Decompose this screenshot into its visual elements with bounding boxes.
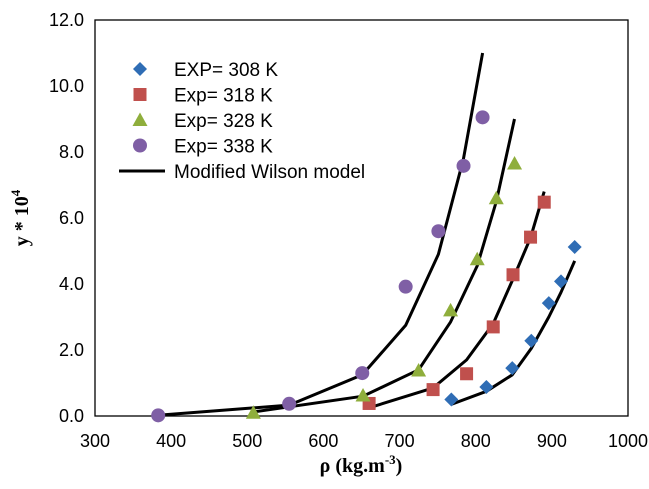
data-point-s0-6 [568, 240, 582, 254]
legend: EXP= 308 K Exp= 318 K Exp= 328 K Exp= 338 K… [119, 60, 365, 183]
data-point-s3-4 [431, 224, 445, 238]
y-tick-label-3: 6.0 [59, 208, 84, 228]
data-point-s0-2 [505, 361, 519, 375]
legend-label-0: EXP= 308 K [174, 60, 278, 81]
y-axis-title: y * 104 [8, 189, 33, 246]
legend-marker-3 [133, 139, 147, 153]
data-point-s3-3 [399, 280, 413, 294]
data-point-s3-6 [476, 110, 490, 124]
legend-marker-2 [133, 113, 148, 127]
data-point-s3-5 [457, 159, 471, 173]
data-point-s2-6 [507, 156, 522, 170]
data-point-s0-0 [444, 393, 458, 407]
data-point-s1-5 [524, 231, 537, 244]
x-tick-label-7: 1000 [608, 431, 648, 451]
data-point-s1-4 [507, 268, 520, 281]
data-point-s2-2 [411, 363, 426, 377]
x-tick-label-1: 400 [156, 431, 186, 451]
data-point-s1-1 [427, 383, 440, 396]
y-tick-label-2: 4.0 [59, 274, 84, 294]
y-tick-label-0: 0.0 [59, 406, 84, 426]
y-axis-title-superscript: 4 [8, 189, 23, 196]
model-line-1 [369, 192, 544, 408]
legend-marker-1 [134, 88, 147, 101]
data-point-s3-0 [151, 408, 165, 422]
data-point-s1-6 [538, 196, 551, 209]
data-point-s3-1 [282, 397, 296, 411]
legend-label-3: Exp= 338 K [174, 137, 273, 158]
x-tick-label-3: 600 [308, 431, 338, 451]
data-point-s2-5 [489, 191, 504, 205]
data-point-s1-2 [460, 367, 473, 380]
data-point-s3-2 [355, 366, 369, 380]
x-axis-title-base: ρ (kg.m [320, 455, 385, 477]
legend-label-2: Exp= 328 K [174, 111, 273, 132]
x-tick-label-4: 700 [385, 431, 415, 451]
legend-label-1: Exp= 318 K [174, 86, 273, 107]
data-point-s1-3 [487, 320, 500, 333]
y-tick-label-5: 10.0 [49, 76, 84, 96]
y-tick-label-4: 8.0 [59, 142, 84, 162]
data-point-s2-4 [470, 252, 485, 266]
y-tick-label-6: 12.0 [49, 10, 84, 30]
x-tick-label-0: 300 [80, 431, 110, 451]
data-point-s0-5 [554, 274, 568, 288]
legend-marker-0 [133, 62, 147, 76]
x-tick-label-2: 500 [232, 431, 262, 451]
y-tick-labels: 0.0 2.0 4.0 6.0 8.0 10.0 12.0 [49, 10, 84, 426]
legend-label-model: Modified Wilson model [174, 162, 365, 183]
y-tick-label-1: 2.0 [59, 340, 84, 360]
x-tick-label-6: 900 [537, 431, 567, 451]
x-axis-title-superscript: -3 [385, 452, 396, 467]
x-axis-title-end: ) [396, 455, 403, 477]
x-axis-title: ρ (kg.m-3) [320, 452, 403, 477]
model-lines [158, 53, 575, 415]
y-axis-title-base: y * 10 [11, 196, 33, 246]
x-tick-label-5: 800 [461, 431, 491, 451]
x-tick-labels: 300 400 500 600 700 800 900 1000 [80, 431, 648, 451]
data-point-s0-3 [524, 334, 538, 348]
